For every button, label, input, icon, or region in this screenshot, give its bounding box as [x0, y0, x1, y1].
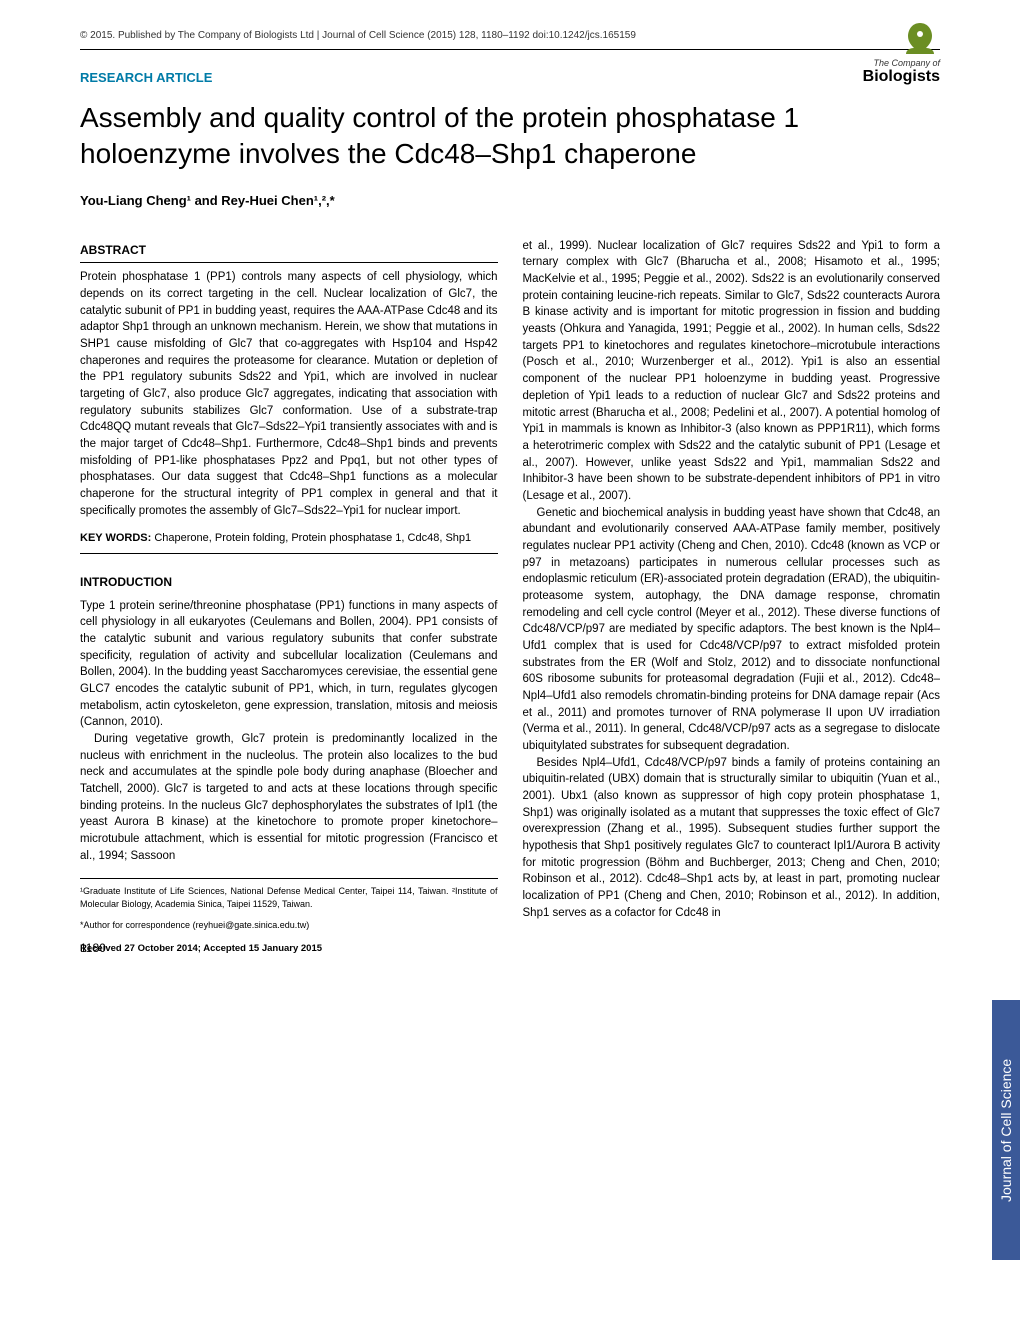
keywords-label: KEY WORDS:: [80, 532, 154, 544]
journal-side-tab: Journal of Cell Science: [992, 1000, 1020, 1260]
received-dates: Received 27 October 2014; Accepted 15 Ja…: [80, 942, 498, 956]
abstract-text: Protein phosphatase 1 (PP1) controls man…: [80, 269, 498, 519]
citation-header: © 2015. Published by The Company of Biol…: [80, 30, 940, 50]
right-column: et al., 1999). Nuclear localization of G…: [523, 238, 941, 956]
col2-paragraph-1: et al., 1999). Nuclear localization of G…: [523, 238, 941, 505]
page-number: 1180: [80, 941, 106, 955]
introduction-heading: INTRODUCTION: [80, 574, 498, 591]
biologists-logo-icon: [900, 18, 940, 58]
left-column: ABSTRACT Protein phosphatase 1 (PP1) con…: [80, 238, 498, 956]
publisher-logo: The Company of Biologists: [863, 18, 940, 86]
keywords-text: Chaperone, Protein folding, Protein phos…: [154, 532, 471, 544]
col2-paragraph-2: Genetic and biochemical analysis in budd…: [523, 505, 941, 755]
article-type: RESEARCH ARTICLE: [80, 70, 940, 85]
abstract-heading: ABSTRACT: [80, 242, 498, 263]
article-title: Assembly and quality control of the prot…: [80, 100, 940, 173]
affiliations: ¹Graduate Institute of Life Sciences, Na…: [80, 878, 498, 910]
two-column-layout: ABSTRACT Protein phosphatase 1 (PP1) con…: [80, 238, 940, 956]
intro-paragraph-2: During vegetative growth, Glc7 protein i…: [80, 731, 498, 864]
logo-bottom-text: Biologists: [863, 68, 940, 86]
keywords-block: KEY WORDS: Chaperone, Protein folding, P…: [80, 531, 498, 554]
intro-paragraph-1: Type 1 protein serine/threonine phosphat…: [80, 598, 498, 731]
col2-paragraph-3: Besides Npl4–Ufd1, Cdc48/VCP/p97 binds a…: [523, 755, 941, 922]
logo-top-text: The Company of: [863, 58, 940, 68]
page-container: The Company of Biologists © 2015. Publis…: [0, 0, 1020, 975]
authors-list: You-Liang Cheng¹ and Rey-Huei Chen¹,²,*: [80, 193, 940, 208]
correspondence: *Author for correspondence (reyhuei@gate…: [80, 919, 498, 932]
